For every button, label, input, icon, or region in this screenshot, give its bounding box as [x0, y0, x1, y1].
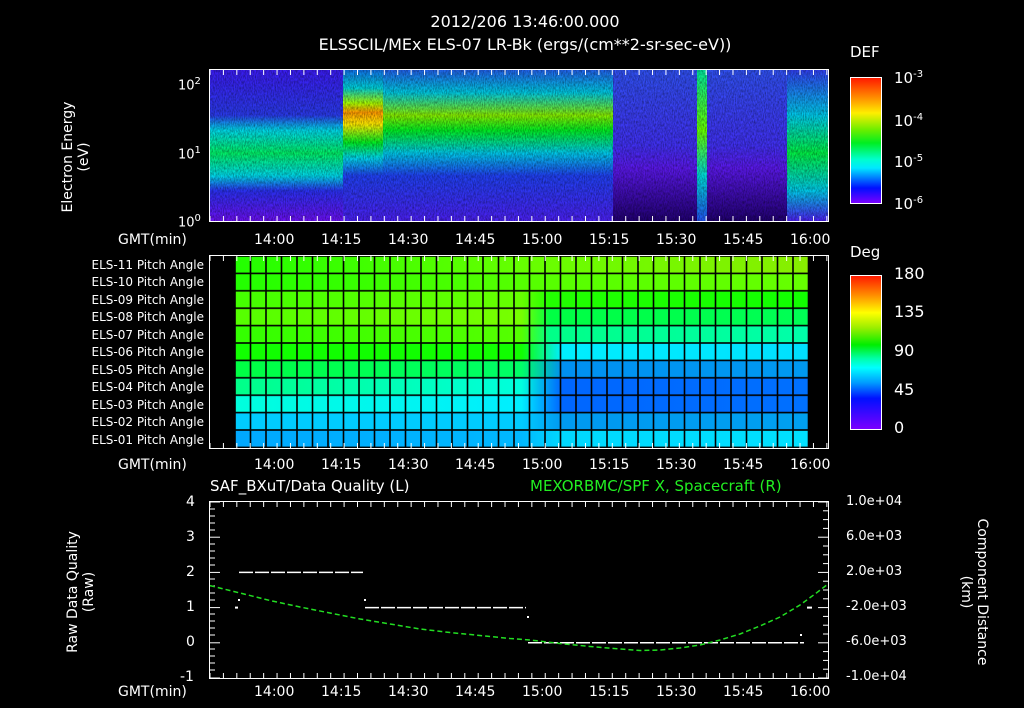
gmt-label-2: GMT(min): [118, 457, 187, 473]
ytick-1e0: 100: [178, 213, 201, 231]
plot-title: ELSSCIL/MEx ELS-07 LR-Bk (ergs/(cm**2-sr…: [318, 35, 732, 54]
gmt-label-3: GMT(min): [118, 684, 187, 700]
row-label: ELS-04 Pitch Angle: [91, 380, 204, 394]
data-quality-points: [235, 599, 812, 636]
left-axis-ticks: [210, 501, 220, 679]
time-tick: 15:30: [656, 232, 697, 248]
time-tick: 15:45: [723, 457, 764, 473]
cbar-def-tick: 10-6: [894, 195, 924, 213]
time-tick: 15:00: [522, 457, 563, 473]
panel3-right-title: MEXORBMC/SPF X, Spacecraft (R): [530, 477, 782, 495]
time-tick: 16:00: [790, 457, 831, 473]
colorbar-deg: [850, 275, 882, 430]
row-label: ELS-11 Pitch Angle: [91, 258, 204, 272]
line-plot-svg: [209, 501, 829, 679]
time-tick: 16:00: [790, 684, 831, 700]
ytick: -1.0e+04: [846, 669, 907, 684]
time-tick: 16:00: [790, 232, 831, 248]
ytick: 1.0e+04: [846, 494, 903, 509]
ytick: 3: [186, 529, 195, 545]
time-tick: 15:15: [589, 457, 630, 473]
time-tick: 15:45: [723, 232, 764, 248]
cbar-deg-tick: 90: [894, 341, 915, 360]
row-label: ELS-03 Pitch Angle: [91, 398, 204, 412]
ylabel-line1: Raw Data Quality: [65, 531, 81, 653]
ytick: 2: [186, 564, 195, 580]
spectrogram-frame: [209, 69, 829, 222]
ytick: 1: [186, 599, 195, 615]
colorbar-def-title: DEF: [850, 43, 880, 61]
row-label: ELS-09 Pitch Angle: [91, 293, 204, 307]
row-label: ELS-02 Pitch Angle: [91, 415, 204, 429]
time-tick: 15:30: [656, 457, 697, 473]
pitch-angle-svg: [235, 256, 808, 448]
time-tick: 15:45: [723, 684, 764, 700]
pitch-angle-frame: [209, 255, 829, 449]
time-tick: 14:45: [455, 232, 496, 248]
spacecraft-x-series: [209, 583, 829, 652]
data-quality-series: [239, 571, 804, 644]
ytick-1e1: 101: [178, 145, 201, 163]
ytick: -2.0e+03: [846, 599, 907, 614]
row-label: ELS-06 Pitch Angle: [91, 345, 204, 359]
time-tick: 14:30: [388, 684, 429, 700]
spectrogram-svg: [210, 70, 828, 221]
row-label: ELS-05 Pitch Angle: [91, 363, 204, 377]
panel1-ylabel: Electron Energy (eV): [60, 82, 100, 232]
cbar-def-tick: 10-3: [894, 69, 924, 87]
time-tick: 14:30: [388, 232, 429, 248]
line-plot-top-axis: [209, 501, 829, 502]
time-tick: 14:15: [321, 232, 362, 248]
cbar-deg-tick: 45: [894, 380, 915, 399]
row-label: ELS-10 Pitch Angle: [91, 275, 204, 289]
ylabel-line2: (km): [958, 575, 974, 609]
time-tick: 14:00: [254, 684, 295, 700]
time-tick: 14:00: [254, 232, 295, 248]
ylabel-line1: Component Distance: [974, 518, 990, 666]
right-axis-ticks: [818, 501, 828, 679]
ytick: 4: [186, 494, 195, 510]
ytick: -1: [180, 669, 194, 685]
ytick: 0: [186, 634, 195, 650]
ytick: -6.0e+03: [846, 634, 907, 649]
timestamp-title: 2012/206 13:46:00.000: [430, 12, 620, 31]
x-axis-tick-marks: [209, 70, 828, 678]
time-tick: 14:30: [388, 457, 429, 473]
time-tick: 14:15: [321, 457, 362, 473]
time-tick: 15:00: [522, 232, 563, 248]
ylabel-line1: Electron Energy: [60, 101, 76, 213]
line-plot[interactable]: [209, 501, 829, 679]
row-label: ELS-08 Pitch Angle: [91, 310, 204, 324]
time-tick: 14:00: [254, 457, 295, 473]
colorbar-def: [850, 77, 882, 204]
panel3-ylabel-left: Raw Data Quality (Raw): [65, 512, 105, 672]
time-tick: 15:30: [656, 684, 697, 700]
cbar-deg-tick: 0: [894, 418, 905, 437]
ytick: 6.0e+03: [846, 529, 903, 544]
cbar-def-tick: 10-4: [894, 112, 924, 130]
time-tick: 14:15: [321, 684, 362, 700]
time-tick: 15:00: [522, 684, 563, 700]
row-label: ELS-07 Pitch Angle: [91, 328, 204, 342]
pitch-angle-grid[interactable]: [210, 256, 828, 448]
time-tick: 15:15: [589, 232, 630, 248]
row-label: ELS-01 Pitch Angle: [91, 433, 204, 447]
colorbar-deg-title: Deg: [850, 243, 881, 261]
panel3-ylabel-right: Component Distance (km): [950, 502, 990, 682]
cbar-deg-tick: 135: [894, 302, 925, 321]
ylabel-line2: (eV): [76, 142, 92, 172]
panel3-left-title: SAF_BXuT/Data Quality (L): [210, 477, 410, 495]
time-tick: 15:15: [589, 684, 630, 700]
ylabel-line2: (Raw): [81, 571, 97, 613]
cbar-def-tick: 10-5: [894, 153, 924, 171]
ytick: 2.0e+03: [846, 564, 903, 579]
cbar-deg-tick: 180: [894, 264, 925, 283]
line-plot-frame: [209, 501, 829, 679]
time-tick: 14:45: [455, 457, 496, 473]
spectrogram[interactable]: [210, 70, 828, 221]
ytick-1e2: 102: [178, 76, 201, 94]
time-tick: 14:45: [455, 684, 496, 700]
gmt-label-1: GMT(min): [118, 232, 187, 248]
